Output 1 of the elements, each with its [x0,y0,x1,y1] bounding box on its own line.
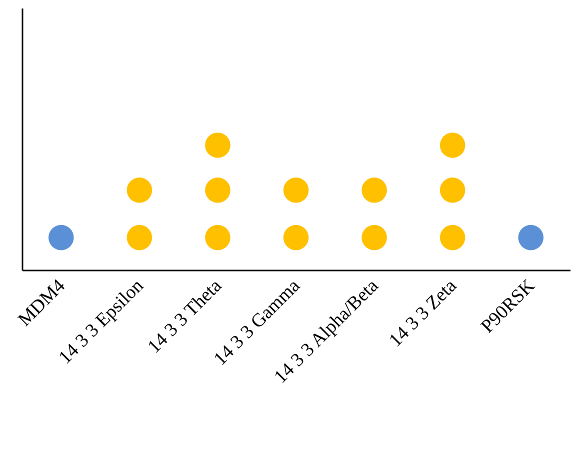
x-tick-label: 14 3 3 Zeta [385,275,462,352]
